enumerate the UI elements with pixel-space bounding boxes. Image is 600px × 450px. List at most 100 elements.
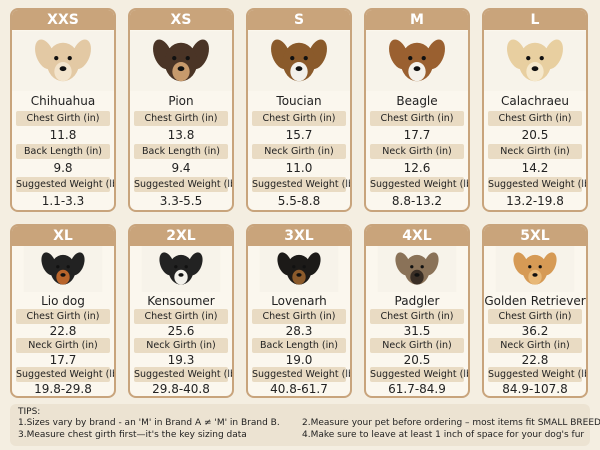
- breed-name: Calachraeu: [501, 94, 569, 108]
- measure-value: 19.3: [167, 353, 195, 367]
- measure-value: 61.7-84.9: [388, 382, 446, 396]
- measurements: Chest Girth (in) 36.2 Neck Girth (in) 22.8 S…: [484, 309, 586, 396]
- measure-value: 17.7: [403, 128, 431, 142]
- size-label: L: [484, 10, 586, 30]
- measure-value: 31.5: [403, 324, 431, 338]
- measure-value: 22.8: [521, 353, 549, 367]
- measure-value: 20.5: [403, 353, 431, 367]
- size-label: XL: [12, 226, 114, 246]
- size-label: XS: [130, 10, 232, 30]
- measure-value: 17.7: [49, 353, 77, 367]
- size-card: XXS Chihuahua Chest Girth (in) 11.8 Back Le…: [10, 8, 116, 212]
- measure-label: Neck Girth (in): [488, 144, 582, 159]
- measure-value: 20.5: [521, 128, 549, 142]
- size-card: 2XL Kensoumer Chest Girth (in) 25.6 Neck Gi…: [128, 224, 234, 398]
- measurements: Chest Girth (in) 11.8 Back Length (in) 9.8 S…: [12, 109, 114, 210]
- size-card: XS Pion Chest Girth (in) 13.8 Back Length (…: [128, 8, 234, 212]
- measure-label: Suggested Weight (lb): [488, 367, 588, 382]
- measure-label: Neck Girth (in): [370, 338, 464, 353]
- measure-value: 13.2-19.8: [506, 194, 564, 208]
- measure-label: Chest Girth (in): [252, 111, 346, 126]
- dog-photo: [259, 246, 339, 292]
- measure-value: 25.6: [167, 324, 195, 338]
- measure-value: 40.8-61.7: [270, 382, 328, 396]
- measurements: Chest Girth (in) 17.7 Neck Girth (in) 12.6 S…: [366, 109, 468, 210]
- measure-label: Back Length (in): [16, 144, 110, 159]
- measure-value: 9.8: [53, 161, 73, 175]
- measure-value: 3.3-5.5: [159, 194, 203, 208]
- breed-name: Kensoumer: [147, 294, 215, 308]
- breed-name: Toucian: [276, 94, 322, 108]
- size-label: M: [366, 10, 468, 30]
- measurements: Chest Girth (in) 22.8 Neck Girth (in) 17.7 S…: [12, 309, 114, 396]
- breed-name: Chihuahua: [30, 94, 96, 108]
- dog-photo: [495, 246, 575, 292]
- tip: 1.Sizes vary by brand - an 'M' in Brand …: [18, 418, 280, 428]
- measurements: Chest Girth (in) 15.7 Neck Girth (in) 11.0 S…: [248, 109, 350, 210]
- measure-label: Chest Girth (in): [488, 309, 582, 324]
- measurements: Chest Girth (in) 13.8 Back Length (in) 9.4 S…: [130, 109, 232, 210]
- measure-label: Neck Girth (in): [134, 338, 228, 353]
- measurements: Chest Girth (in) 25.6 Neck Girth (in) 19.3 S…: [130, 309, 232, 396]
- measure-label: Suggested Weight (lb): [370, 367, 470, 382]
- tip: 2.Measure your pet before ordering – mos…: [302, 418, 600, 428]
- measure-label: Chest Girth (in): [252, 309, 346, 324]
- size-card: 3XL Lovenarh Chest Girth (in) 28.3 Back Len…: [246, 224, 352, 398]
- measure-label: Chest Girth (in): [488, 111, 582, 126]
- dog-photo: [141, 246, 221, 292]
- measure-value: 11.0: [285, 161, 313, 175]
- measure-value: 13.8: [167, 128, 195, 142]
- measure-label: Suggested Weight (lb): [252, 177, 352, 192]
- measure-label: Chest Girth (in): [134, 309, 228, 324]
- size-label: 4XL: [366, 226, 468, 246]
- measure-value: 36.2: [521, 324, 549, 338]
- dog-photo: [130, 31, 232, 91]
- measure-label: Suggested Weight (lb): [370, 177, 470, 192]
- tip: 4.Make sure to leave at least 1 inch of …: [302, 430, 585, 440]
- size-card: 4XL Padgler Chest Girth (in) 31.5 Neck Girt…: [364, 224, 470, 398]
- measure-value: 8.8-13.2: [391, 194, 443, 208]
- measure-label: Chest Girth (in): [16, 309, 110, 324]
- dog-photo: [366, 31, 468, 91]
- size-card: XL Lio dog Chest Girth (in) 22.8 Neck Girth…: [10, 224, 116, 398]
- measurements: Chest Girth (in) 28.3 Back Length (in) 19.0…: [248, 309, 350, 396]
- measure-value: 11.8: [49, 128, 77, 142]
- breed-name: Golden Retriever: [484, 294, 586, 308]
- size-label: 3XL: [248, 226, 350, 246]
- size-card: L Calachraeu Chest Girth (in) 20.5 Neck Gir…: [482, 8, 588, 212]
- measurements: Chest Girth (in) 31.5 Neck Girth (in) 20.5 S…: [366, 309, 468, 396]
- size-label: 2XL: [130, 226, 232, 246]
- dog-photo: [248, 31, 350, 91]
- dog-photo: [23, 246, 103, 292]
- measure-label: Suggested Weight (lb): [134, 177, 234, 192]
- measure-label: Suggested Weight (lb): [488, 177, 588, 192]
- measure-label: Suggested Weight (lb): [252, 367, 352, 382]
- measure-value: 84.9-107.8: [502, 382, 568, 396]
- measure-value: 5.5-8.8: [277, 194, 321, 208]
- measure-label: Chest Girth (in): [134, 111, 228, 126]
- size-card: 5XL Golden Retriever Chest Girth (in) 36.2…: [482, 224, 588, 398]
- measure-label: Chest Girth (in): [370, 309, 464, 324]
- measure-label: Chest Girth (in): [370, 111, 464, 126]
- size-card: M Beagle Chest Girth (in) 17.7 Neck Girth (…: [364, 8, 470, 212]
- measure-label: Neck Girth (in): [252, 144, 346, 159]
- breed-name: Padgler: [394, 294, 440, 308]
- measure-label: Suggested Weight (lb): [16, 177, 116, 192]
- measure-value: 14.2: [521, 161, 549, 175]
- size-card: S Toucian Chest Girth (in) 15.7 Neck Girth …: [246, 8, 352, 212]
- breed-name: Beagle: [396, 94, 438, 108]
- measure-value: 12.6: [403, 161, 431, 175]
- tips-box: TIPS: 1.Sizes vary by brand - an 'M' in …: [10, 404, 600, 446]
- measure-label: Back Length (in): [134, 144, 228, 159]
- measure-label: Suggested Weight (lb): [16, 367, 116, 382]
- measure-value: 29.8-40.8: [152, 382, 210, 396]
- measure-value: 19.0: [285, 353, 313, 367]
- measure-label: Neck Girth (in): [370, 144, 464, 159]
- measure-value: 9.4: [171, 161, 191, 175]
- measure-value: 22.8: [49, 324, 77, 338]
- size-label: 5XL: [484, 226, 586, 246]
- measure-value: 1.1-3.3: [41, 194, 85, 208]
- measure-label: Neck Girth (in): [16, 338, 110, 353]
- breed-name: Lovenarh: [271, 294, 327, 308]
